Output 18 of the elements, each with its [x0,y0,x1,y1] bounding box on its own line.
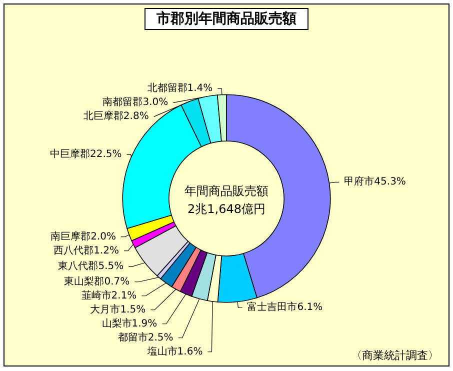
slice-label: 中巨摩郡22.5% [50,148,122,160]
text: 年間商品販売額 2兆1,648億円 [184,184,268,216]
slice-label: 南巨摩郡2.0% [50,230,116,242]
chart-title: 市郡別年間商品販売額 [156,10,296,27]
text: 〈商業統計調査〉 [351,349,439,362]
slice-label: 西八代郡1.2% [54,245,119,256]
slice-label: 富士吉田市6.1% [247,301,323,314]
slice-label: 都留市2.5% [118,331,174,344]
slice-label: 東山梨郡0.7% [64,275,130,288]
slice-label: 北都留郡1.4% [147,82,213,94]
slice-label: 大月市1.5% [90,303,146,316]
slice-label: 南都留郡3.0% [102,96,168,108]
slice-label: 山梨市1.9% [102,317,158,330]
slice-label: 韮崎市2.1% [81,289,137,302]
slice-label: 北巨摩郡2.8% [83,110,149,122]
slice-label: 塩山市1.6% [146,345,203,358]
slice-label: 甲府市45.3% [344,176,406,188]
slice-label: 東八代郡5.5% [58,260,124,272]
